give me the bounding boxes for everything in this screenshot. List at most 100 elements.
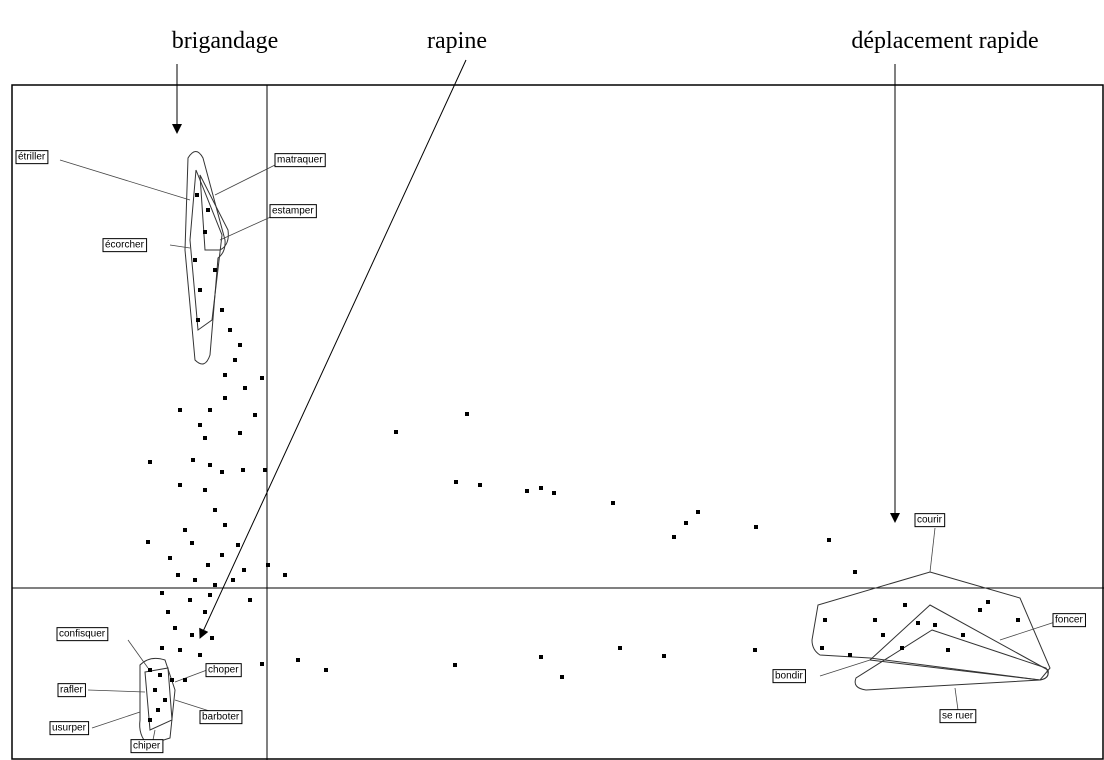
- point: [662, 654, 666, 658]
- point: [263, 468, 267, 472]
- point: [1016, 618, 1020, 622]
- point: [560, 675, 564, 679]
- point: [539, 486, 543, 490]
- arrow: [199, 59, 467, 639]
- labels: étriller matraquer estamper écorcher courir f…: [15, 150, 1086, 754]
- point: [238, 343, 242, 347]
- point: [158, 673, 162, 677]
- point: [208, 463, 212, 467]
- point: [213, 268, 217, 272]
- point: [539, 655, 543, 659]
- label-box: [772, 669, 806, 684]
- point: [198, 288, 202, 292]
- point: [684, 521, 688, 525]
- label-box: [274, 153, 326, 168]
- point: [183, 528, 187, 532]
- point: [223, 396, 227, 400]
- point: [986, 600, 990, 604]
- point: [525, 489, 529, 493]
- point-label: écorcher: [105, 240, 145, 251]
- leader-lines: [59, 159, 1056, 741]
- label-box: [939, 709, 977, 724]
- point: [198, 653, 202, 657]
- point: [160, 591, 164, 595]
- point: [823, 618, 827, 622]
- point: [208, 408, 212, 412]
- point: [672, 535, 676, 539]
- point: [873, 618, 877, 622]
- label-box: [205, 663, 242, 678]
- point: [611, 501, 615, 505]
- point: [453, 663, 457, 667]
- point: [881, 633, 885, 637]
- point: [820, 646, 824, 650]
- point: [203, 436, 207, 440]
- label-box: [1052, 613, 1086, 628]
- point: [946, 648, 950, 652]
- point: [166, 610, 170, 614]
- point: [827, 538, 831, 542]
- point: [241, 468, 245, 472]
- point: [188, 598, 192, 602]
- point: [206, 563, 210, 567]
- point: [394, 430, 398, 434]
- point: [213, 583, 217, 587]
- point: [903, 603, 907, 607]
- point: [283, 573, 287, 577]
- point: [236, 543, 240, 547]
- point: [178, 648, 182, 652]
- point: [253, 413, 257, 417]
- point-label: foncer: [1055, 615, 1083, 626]
- point: [176, 573, 180, 577]
- point-label: rafler: [60, 685, 83, 696]
- point: [248, 598, 252, 602]
- point: [454, 480, 458, 484]
- point: [168, 556, 172, 560]
- label-box: [130, 739, 164, 754]
- point: [191, 458, 195, 462]
- point: [848, 653, 852, 657]
- point-label: se ruer: [942, 711, 974, 722]
- label-box: [199, 710, 243, 725]
- point: [220, 553, 224, 557]
- point: [231, 578, 235, 582]
- point: [148, 460, 152, 464]
- point: [160, 646, 164, 650]
- point: [178, 408, 182, 412]
- point: [916, 621, 920, 625]
- point: [156, 708, 160, 712]
- point-label: chiper: [133, 741, 161, 752]
- point: [196, 318, 200, 322]
- point: [242, 568, 246, 572]
- point: [324, 668, 328, 672]
- label-box: [914, 513, 946, 528]
- point: [170, 678, 174, 682]
- point: [220, 470, 224, 474]
- point-label: étriller: [18, 152, 46, 163]
- point: [148, 668, 152, 672]
- point: [198, 423, 202, 427]
- point-label: bondir: [775, 671, 803, 682]
- point: [193, 578, 197, 582]
- point: [148, 718, 152, 722]
- label-box: [15, 150, 49, 165]
- point: [190, 633, 194, 637]
- label-box: [49, 721, 90, 736]
- point: [243, 386, 247, 390]
- point-label: confisquer: [59, 629, 106, 640]
- point: [223, 523, 227, 527]
- point: [210, 636, 214, 640]
- point: [260, 376, 264, 380]
- label-box: [56, 627, 109, 642]
- point: [754, 525, 758, 529]
- point-label: matraquer: [277, 155, 323, 166]
- point: [203, 610, 207, 614]
- point: [552, 491, 556, 495]
- point: [618, 646, 622, 650]
- point: [266, 563, 270, 567]
- point: [183, 678, 187, 682]
- point: [190, 541, 194, 545]
- point: [753, 648, 757, 652]
- point: [220, 308, 224, 312]
